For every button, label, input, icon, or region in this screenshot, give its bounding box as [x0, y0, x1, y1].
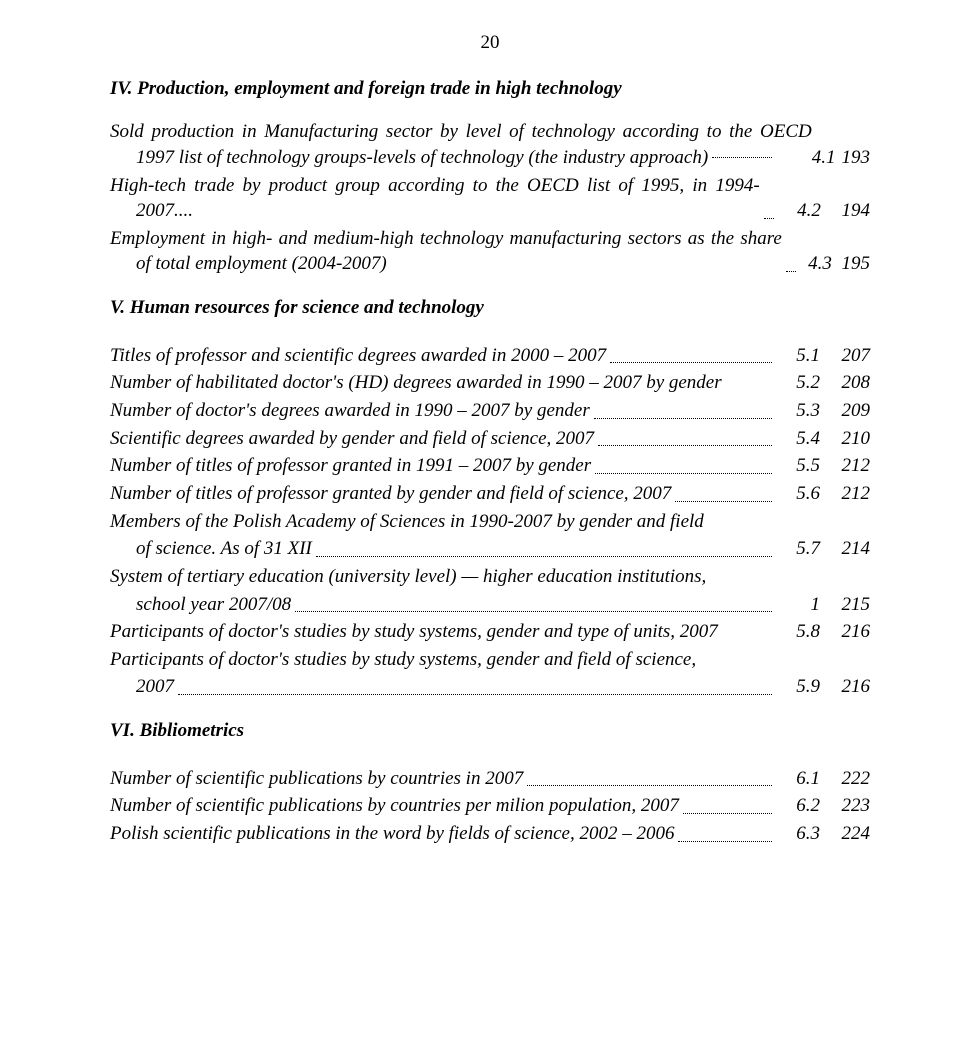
toc-number: 5.5	[776, 453, 826, 479]
leaders	[595, 473, 772, 474]
toc-number: 5.1	[776, 343, 826, 369]
toc-number: 5.4	[776, 426, 826, 452]
toc-page: 212	[826, 481, 870, 507]
toc-text: Sold production in Manufacturing sector …	[110, 119, 812, 170]
toc-text: Number of doctor's degrees awarded in 19…	[110, 398, 590, 424]
toc-text: High-tech trade by product group accordi…	[110, 173, 760, 224]
leaders	[675, 501, 772, 502]
section-v-title: V. Human resources for science and techn…	[110, 295, 870, 321]
toc-number: 4.2	[778, 198, 827, 224]
toc-entry: Participants of doctor's studies by stud…	[110, 619, 870, 645]
toc-entry: Participants of doctor's studies by stud…	[110, 647, 870, 700]
toc-page: 209	[826, 398, 870, 424]
section-v-items: Titles of professor and scientific degre…	[110, 343, 870, 700]
toc-page: 212	[826, 453, 870, 479]
toc-text-line1: Members of the Polish Academy of Science…	[110, 509, 870, 535]
leaders	[786, 271, 796, 272]
toc-text: Number of titles of professor granted in…	[110, 453, 591, 479]
toc-entry: High-tech trade by product group accordi…	[110, 173, 870, 224]
toc-text: Employment in high- and medium-high tech…	[110, 226, 782, 277]
leaders	[295, 611, 772, 612]
toc-text: Number of habilitated doctor's (HD) degr…	[110, 370, 776, 396]
toc-entry: Number of habilitated doctor's (HD) degr…	[110, 370, 870, 396]
toc-entry: Members of the Polish Academy of Science…	[110, 509, 870, 562]
section-iv-title: IV. Production, employment and foreign t…	[110, 76, 870, 102]
toc-page: 194	[827, 198, 870, 224]
toc-page: 207	[826, 343, 870, 369]
leaders	[594, 418, 772, 419]
toc-number: 4.1	[812, 145, 842, 171]
toc-page: 214	[826, 536, 870, 562]
toc-number: 5.6	[776, 481, 826, 507]
section-vi-title: VI. Bibliometrics	[110, 718, 870, 744]
toc-text-line1: System of tertiary education (university…	[110, 564, 870, 590]
toc-page: 193	[842, 145, 871, 171]
toc-text: Number of scientific publications by cou…	[110, 766, 523, 792]
page-container: 20 IV. Production, employment and foreig…	[0, 0, 960, 1037]
toc-text: Scientific degrees awarded by gender and…	[110, 426, 594, 452]
toc-page: 224	[826, 821, 870, 847]
toc-text: Number of titles of professor granted by…	[110, 481, 671, 507]
toc-entry: Sold production in Manufacturing sector …	[110, 119, 870, 170]
toc-entry: Number of scientific publications by cou…	[110, 766, 870, 792]
toc-page: 216	[826, 619, 870, 645]
toc-number: 1	[776, 592, 826, 618]
toc-entry: System of tertiary education (university…	[110, 564, 870, 617]
toc-text-line2: of science. As of 31 XII	[110, 536, 312, 562]
toc-entry: Number of titles of professor granted by…	[110, 481, 870, 507]
toc-text: Titles of professor and scientific degre…	[110, 343, 606, 369]
toc-page: 223	[826, 793, 870, 819]
toc-page: 195	[838, 251, 870, 277]
toc-entry: Number of doctor's degrees awarded in 19…	[110, 398, 870, 424]
toc-text-line2: school year 2007/08	[110, 592, 291, 618]
toc-number: 6.1	[776, 766, 826, 792]
toc-entry: Scientific degrees awarded by gender and…	[110, 426, 870, 452]
leaders	[610, 362, 772, 363]
section-vi-items: Number of scientific publications by cou…	[110, 766, 870, 847]
toc-number: 5.2	[776, 370, 826, 396]
toc-text-line1: Participants of doctor's studies by stud…	[110, 647, 870, 673]
section-iv-items: Sold production in Manufacturing sector …	[110, 119, 870, 277]
toc-entry: Number of titles of professor granted in…	[110, 453, 870, 479]
toc-text-line2: 2007	[110, 674, 174, 700]
toc-entry: Employment in high- and medium-high tech…	[110, 226, 870, 277]
leaders	[678, 841, 772, 842]
toc-number: 5.3	[776, 398, 826, 424]
leaders	[527, 785, 772, 786]
leaders	[683, 813, 772, 814]
toc-page: 210	[826, 426, 870, 452]
toc-number: 5.8	[776, 619, 826, 645]
toc-entry: Polish scientific publications in the wo…	[110, 821, 870, 847]
toc-number: 6.2	[776, 793, 826, 819]
toc-text: Polish scientific publications in the wo…	[110, 821, 674, 847]
toc-number: 4.3	[800, 251, 838, 277]
leaders	[598, 445, 772, 446]
toc-entry: Number of scientific publications by cou…	[110, 793, 870, 819]
toc-entry: Titles of professor and scientific degre…	[110, 343, 870, 369]
toc-number: 5.7	[776, 536, 826, 562]
toc-number: 5.9	[776, 674, 826, 700]
toc-text: Number of scientific publications by cou…	[110, 793, 679, 819]
toc-number: 6.3	[776, 821, 826, 847]
page-number: 20	[110, 30, 870, 56]
toc-page: 215	[826, 592, 870, 618]
toc-page: 208	[826, 370, 870, 396]
toc-page: 222	[826, 766, 870, 792]
leaders	[178, 694, 772, 695]
leaders	[316, 556, 772, 557]
toc-page: 216	[826, 674, 870, 700]
toc-text: Participants of doctor's studies by stud…	[110, 619, 776, 645]
leaders	[764, 218, 774, 219]
